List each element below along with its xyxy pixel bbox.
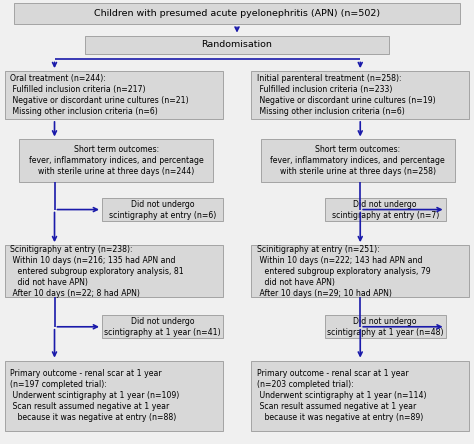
FancyBboxPatch shape	[325, 198, 446, 221]
Text: Short term outcomes:
fever, inflammatory indices, and percentage
with sterile ur: Short term outcomes: fever, inflammatory…	[29, 145, 203, 176]
FancyBboxPatch shape	[102, 315, 223, 338]
Text: Scinitigraphy at entry (n=251):
 Within 10 days (n=222; 143 had APN and
   enter: Scinitigraphy at entry (n=251): Within 1…	[257, 245, 430, 298]
FancyBboxPatch shape	[251, 245, 469, 297]
Text: Did not undergo
scintigraphy at 1 year (n=48): Did not undergo scintigraphy at 1 year (…	[327, 317, 443, 337]
Text: Short term outcomes:
fever, inflammatory indices, and percentage
with sterile ur: Short term outcomes: fever, inflammatory…	[271, 145, 445, 176]
Text: Initial parenteral treatment (n=258):
 Fulfilled inclusion criteria (n=233)
 Neg: Initial parenteral treatment (n=258): Fu…	[257, 74, 436, 116]
Text: Did not undergo
scintigraphy at entry (n=7): Did not undergo scintigraphy at entry (n…	[331, 199, 439, 220]
FancyBboxPatch shape	[325, 315, 446, 338]
Text: Primary outcome - renal scar at 1 year
(n=203 completed trial):
 Underwent scint: Primary outcome - renal scar at 1 year (…	[257, 369, 427, 422]
FancyBboxPatch shape	[251, 71, 469, 119]
Text: Primary outcome - renal scar at 1 year
(n=197 completed trial):
 Underwent scint: Primary outcome - renal scar at 1 year (…	[10, 369, 180, 422]
Text: Children with presumed acute pyelonephritis (APN) (n=502): Children with presumed acute pyelonephri…	[94, 9, 380, 18]
FancyBboxPatch shape	[261, 139, 455, 182]
FancyBboxPatch shape	[5, 361, 223, 431]
Text: Randomisation: Randomisation	[201, 40, 273, 49]
Text: Did not undergo
scintigraphy at entry (n=6): Did not undergo scintigraphy at entry (n…	[109, 199, 216, 220]
FancyBboxPatch shape	[14, 3, 460, 24]
Text: Scinitigraphy at entry (n=238):
 Within 10 days (n=216; 135 had APN and
   enter: Scinitigraphy at entry (n=238): Within 1…	[10, 245, 184, 298]
Text: Did not undergo
scintigraphy at 1 year (n=41): Did not undergo scintigraphy at 1 year (…	[104, 317, 221, 337]
Text: Oral treatment (n=244):
 Fulfilled inclusion criteria (n=217)
 Negative or disco: Oral treatment (n=244): Fulfilled inclus…	[10, 74, 189, 116]
FancyBboxPatch shape	[5, 71, 223, 119]
FancyBboxPatch shape	[85, 36, 389, 54]
FancyBboxPatch shape	[5, 245, 223, 297]
FancyBboxPatch shape	[102, 198, 223, 221]
FancyBboxPatch shape	[251, 361, 469, 431]
FancyBboxPatch shape	[19, 139, 213, 182]
